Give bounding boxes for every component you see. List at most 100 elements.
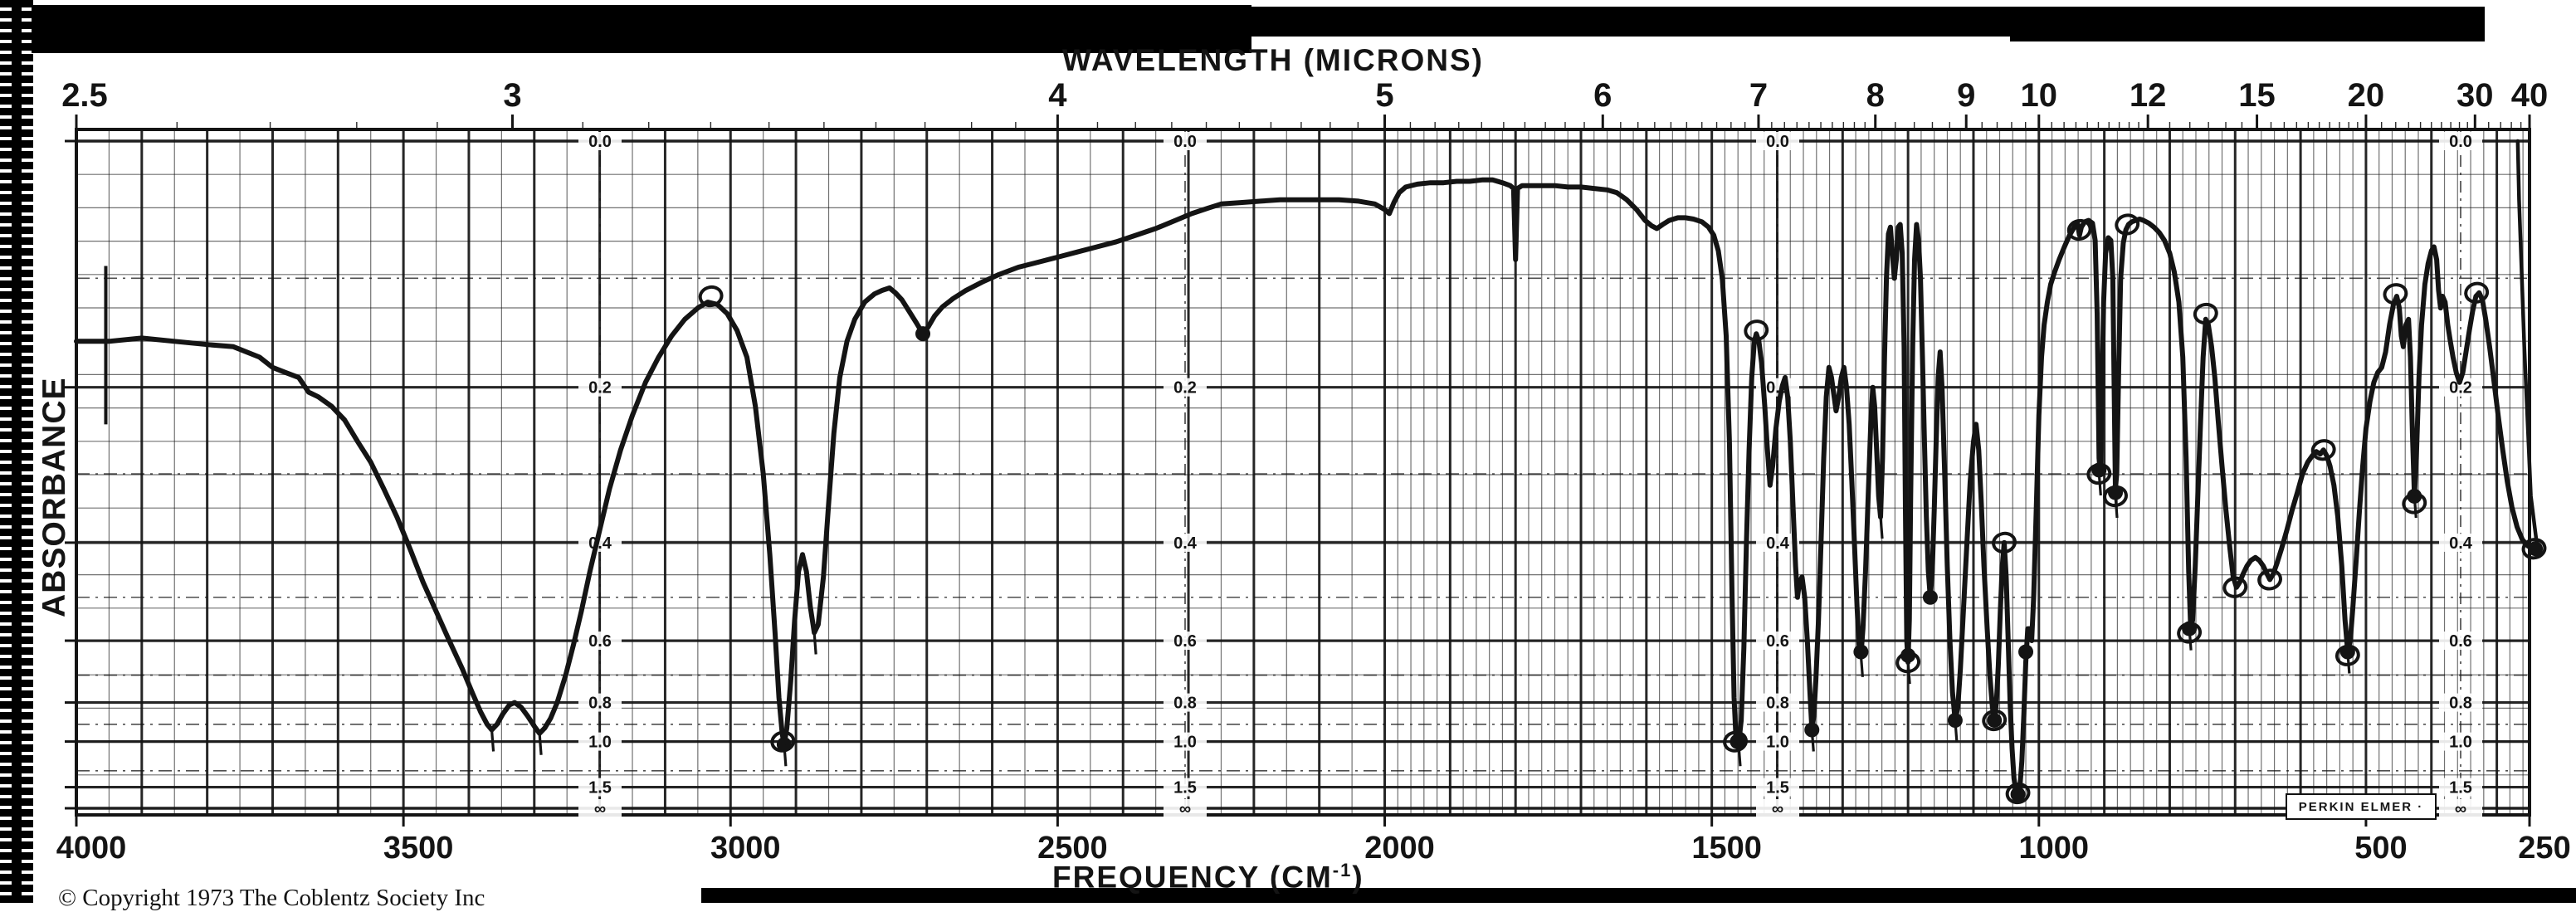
micron-tick-label: 20 (2348, 77, 2385, 114)
micron-tick-label: 12 (2130, 77, 2167, 114)
pen-spike (1954, 719, 1959, 743)
perkin-elmer-logo: PERKIN ELMER · (2286, 793, 2437, 820)
frequency-tick-label: 2000 (1364, 831, 1435, 866)
absorbance-scale-label: 1.5 (1173, 779, 1197, 797)
micron-tick-label: 30 (2456, 77, 2494, 114)
absorbance-scale-label: 0.6 (1766, 632, 1789, 651)
perkin-elmer-logo-text: PERKIN ELMER · (2298, 799, 2424, 814)
absorbance-scale-label: 0.0 (1766, 133, 1789, 151)
absorbance-scale-label: 0.0 (2449, 133, 2472, 151)
absorbance-scale-label: 0.6 (2449, 632, 2472, 651)
micron-tick-label: 2.5 (61, 77, 108, 114)
grease-pencil-circle (2103, 485, 2128, 508)
frequency-axis-title-sup: -1 (1332, 860, 1353, 880)
grease-pencil-circle (2066, 218, 2092, 241)
pen-spike (1737, 744, 1742, 767)
frequency-tick-label: 2500 (1037, 831, 1108, 866)
axis-ticks-and-labels: 2.5 3 4 5 6 7 8 9 10 12 15 20 30 40 4000 3500 3000 2500 20… (56, 77, 2571, 866)
pen-spike (783, 744, 788, 767)
pen-spike (1906, 661, 1911, 685)
ink-blob (1900, 647, 1916, 663)
absorbance-scale-label: ∞ (2455, 800, 2466, 818)
absorbance-scale-label: 1.5 (2449, 779, 2472, 797)
absorbance-scale-label: 0.0 (1173, 133, 1197, 151)
top-scan-bar-middle (1245, 7, 2017, 37)
pen-spike (1879, 516, 1884, 539)
frequency-axis-title: FREQUENCY (CM-1) (1052, 860, 1364, 895)
micron-tick-label: 4 (1048, 77, 1067, 114)
pen-spike (812, 632, 817, 655)
absorbance-scale-label: 0.4 (2449, 534, 2473, 553)
bottom-scan-bar (701, 888, 2576, 903)
spectrum-trace-layer (74, 139, 2540, 797)
grease-pencil-circle (2383, 283, 2408, 305)
pen-retrace-artifact (2515, 139, 2539, 551)
grease-pencil-circle (2177, 622, 2203, 644)
frequency-tick-label: 3000 (710, 831, 781, 866)
micron-tick-label: 7 (1749, 77, 1768, 114)
grease-pencil-circle (1992, 531, 2017, 554)
grease-pencil-circle (2115, 213, 2140, 236)
top-scan-bar-left (32, 5, 1251, 53)
grease-pencil-circle (1982, 709, 2008, 732)
absorbance-scale-label: 0.4 (1766, 534, 1790, 553)
micron-tick-label: 10 (2021, 77, 2058, 114)
absorbance-scale-label: 1.0 (1173, 734, 1197, 752)
absorbance-scale-label: 1.0 (1766, 734, 1789, 752)
absorbance-scale-label: 1.0 (2449, 734, 2472, 752)
absorbance-scale-columns: 0.0 0.2 0.4 0.6 0.8 1.0 1.5 ∞ 0.0 0.2 0.4 0.6 0.8 1.0… (578, 129, 2482, 818)
grease-pencil-circle (2257, 568, 2282, 591)
absorbance-scale-label: 0.8 (1173, 695, 1197, 713)
film-strip-core (12, 0, 22, 903)
absorbance-scale-label: 1.5 (588, 779, 612, 797)
ir-absorbance-trace (74, 177, 2540, 797)
grease-pencil-circle (1744, 319, 1769, 342)
ink-blob (915, 326, 931, 342)
absorbance-scale-label: ∞ (1179, 800, 1191, 818)
absorbance-scale-label: ∞ (1772, 800, 1783, 818)
grease-pencil-circle (1895, 651, 1921, 674)
frequency-tick-label: 1000 (2019, 831, 2090, 866)
grease-pencil-circle (2334, 644, 2360, 666)
micron-tick-label: 6 (1593, 77, 1612, 114)
pen-spike (490, 729, 495, 752)
micron-tick-label: 40 (2511, 77, 2549, 114)
grease-pencil-circle (2193, 302, 2218, 325)
pen-spike (538, 733, 543, 755)
pen-spike (2413, 495, 2417, 519)
frequency-axis-title-close: ) (1352, 860, 1364, 895)
absorbance-scale-label: 0.6 (588, 632, 612, 651)
ink-blob (1922, 589, 1938, 605)
pen-spike (2114, 495, 2119, 519)
ink-blob (2018, 644, 2034, 660)
pen-spike (1810, 729, 1815, 752)
frequency-tick-label: 4000 (56, 831, 127, 866)
grease-pencil-circle (698, 285, 724, 308)
absorbance-scale-label: 0.8 (588, 695, 612, 713)
frequency-tick-label: 3500 (383, 831, 454, 866)
copyright-note: © Copyright 1973 The Coblentz Society In… (58, 885, 485, 911)
micron-tick-label: 3 (503, 77, 521, 114)
frequency-tick-label: 250 (2518, 831, 2570, 866)
frequency-axis-title-main: FREQUENCY (CM (1052, 860, 1333, 895)
grease-pencil-annotations (104, 213, 2547, 805)
grease-pencil-circle (2464, 281, 2490, 304)
micron-tick-label: 8 (1866, 77, 1885, 114)
ink-blob (1853, 644, 1869, 660)
ink-blob (2010, 787, 2026, 802)
absorbance-scale-label: ∞ (594, 800, 606, 818)
grease-pencil-circle (2310, 439, 2336, 461)
grease-pencil-circle (2005, 782, 2031, 805)
absorbance-scale-label: 1.5 (1766, 779, 1789, 797)
micron-tick-label: 5 (1375, 77, 1393, 114)
wavelength-axis-title: WAVELENGTH (MICRONS) (1062, 43, 1484, 77)
grease-pencil-circle (2521, 538, 2547, 560)
ink-blob (2528, 541, 2544, 557)
pen-spike (1859, 655, 1864, 677)
pen-spike (2346, 651, 2351, 674)
grease-pencil-circle (2402, 492, 2427, 515)
top-scan-bar-right (2010, 7, 2485, 41)
absorbance-scale-label: 0.2 (2449, 379, 2472, 397)
